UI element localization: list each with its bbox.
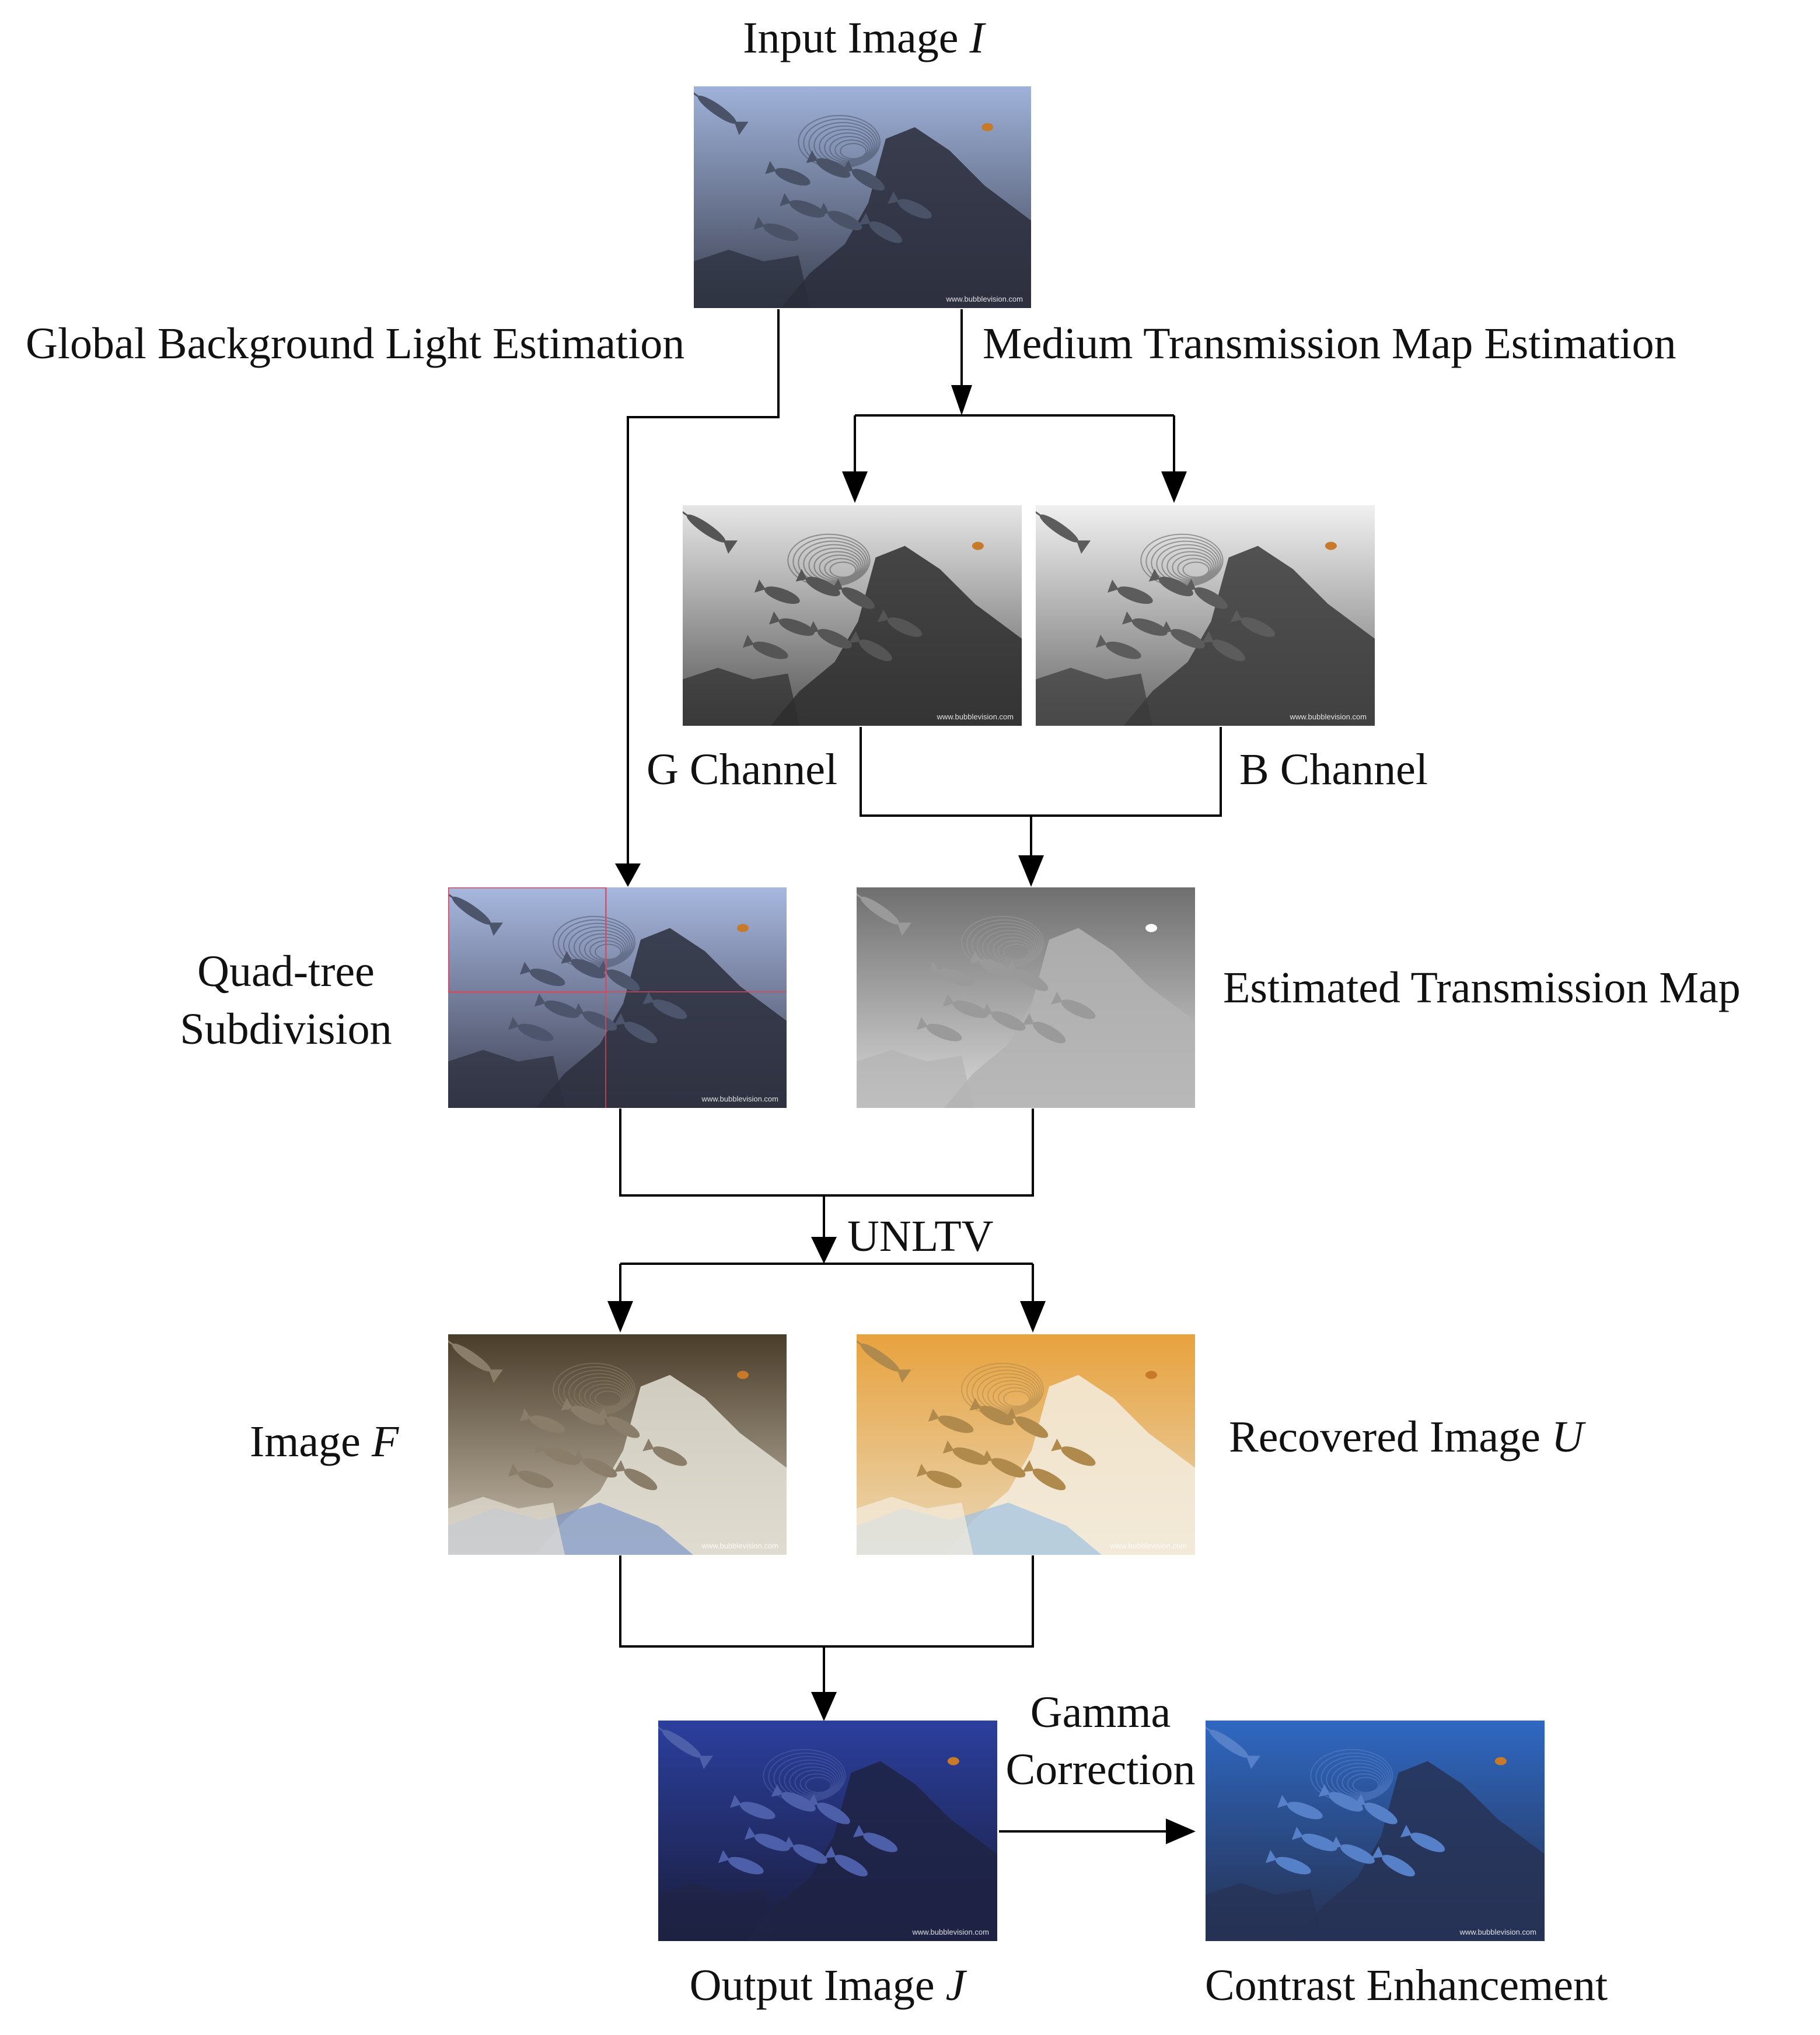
gamma-correction-label: Gamma Correction: [990, 1684, 1211, 1798]
arrowhead: [1018, 855, 1044, 887]
arrowhead: [811, 1237, 837, 1264]
arrowhead: [1161, 471, 1187, 503]
global-background-light-text: Global Background Light Estimation: [26, 319, 685, 368]
quadtree-line2: Subdivision: [180, 1005, 392, 1054]
g-channel-image: www.bubblevision.com: [683, 505, 1022, 726]
image-f-text: Image: [250, 1417, 361, 1466]
g-channel-label: G Channel: [647, 743, 837, 796]
input-image-symbol: I: [969, 13, 984, 62]
medium-transmission-text: Medium Transmission Map Estimation: [983, 319, 1676, 368]
recovered-image-label: Recovered Image U: [1229, 1411, 1584, 1464]
b-channel-image: www.bubblevision.com: [1036, 505, 1375, 726]
connector-g-merge: [860, 727, 1222, 817]
watermark: www.bubblevision.com: [946, 295, 1023, 303]
input-image: www.bubblevision.com: [694, 86, 1031, 308]
watermark: www.bubblevision.com: [701, 1541, 778, 1550]
g-channel-text: G Channel: [647, 745, 838, 794]
watermark: www.bubblevision.com: [1459, 1928, 1536, 1936]
image-f: www.bubblevision.com: [448, 1334, 787, 1555]
output-image-j: www.bubblevision.com: [658, 1721, 997, 1941]
global-background-light-label: Global Background Light Estimation: [26, 317, 684, 370]
estimated-transmission-text: Estimated Transmission Map: [1223, 963, 1741, 1012]
estimated-transmission-label: Estimated Transmission Map: [1223, 961, 1741, 1015]
arrowhead: [607, 1301, 633, 1333]
unltv-text: UNLTV: [847, 1212, 994, 1261]
input-image-text: Input Image: [743, 13, 959, 62]
connector-fu-merge: [619, 1555, 1034, 1648]
gamma-line1: Gamma: [1030, 1688, 1171, 1737]
arrowhead: [811, 1692, 837, 1721]
b-channel-label: B Channel: [1239, 743, 1428, 796]
watermark: www.bubblevision.com: [701, 1095, 778, 1103]
watermark: www.bubblevision.com: [912, 1928, 989, 1936]
quadtree-line1: Quad-tree: [197, 947, 375, 996]
recovered-image-symbol: U: [1551, 1412, 1584, 1461]
watermark: www.bubblevision.com: [1290, 712, 1367, 721]
image-f-label: Image F: [250, 1415, 399, 1468]
gamma-line2: Correction: [1005, 1745, 1196, 1794]
arrowhead: [842, 471, 868, 503]
output-image-text: Output Image: [689, 1961, 935, 2010]
output-image-label: Output Image J: [647, 1959, 1008, 2012]
connector-to-unltv: [619, 1109, 1034, 1197]
b-channel-text: B Channel: [1239, 745, 1428, 794]
contrast-enhancement-label: Contrast Enhancement: [1161, 1959, 1651, 2012]
unltv-label: UNLTV: [847, 1210, 994, 1263]
contrast-enhancement-text: Contrast Enhancement: [1204, 1961, 1608, 2010]
contrast-enhanced-image: www.bubblevision.com: [1206, 1721, 1545, 1941]
watermark: www.bubblevision.com: [937, 712, 1014, 721]
arrowhead: [1020, 1301, 1046, 1333]
recovered-image-u: www.bubblevision.com: [857, 1334, 1195, 1555]
watermark: www.bubblevision.com: [1110, 1541, 1187, 1550]
quadtree-image: www.bubblevision.com: [448, 887, 787, 1108]
output-image-symbol: J: [945, 1961, 966, 2010]
arrowhead: [1166, 1819, 1196, 1844]
image-f-symbol: F: [371, 1417, 399, 1466]
quadtree-label: Quad-tree Subdivision: [134, 943, 438, 1058]
medium-transmission-label: Medium Transmission Map Estimation: [983, 317, 1676, 370]
arrowhead: [951, 385, 972, 415]
arrowhead: [615, 863, 641, 887]
input-image-label: Input Image I: [700, 12, 1027, 65]
recovered-image-text: Recovered Image: [1229, 1412, 1540, 1461]
transmission-map-image: [857, 887, 1195, 1108]
